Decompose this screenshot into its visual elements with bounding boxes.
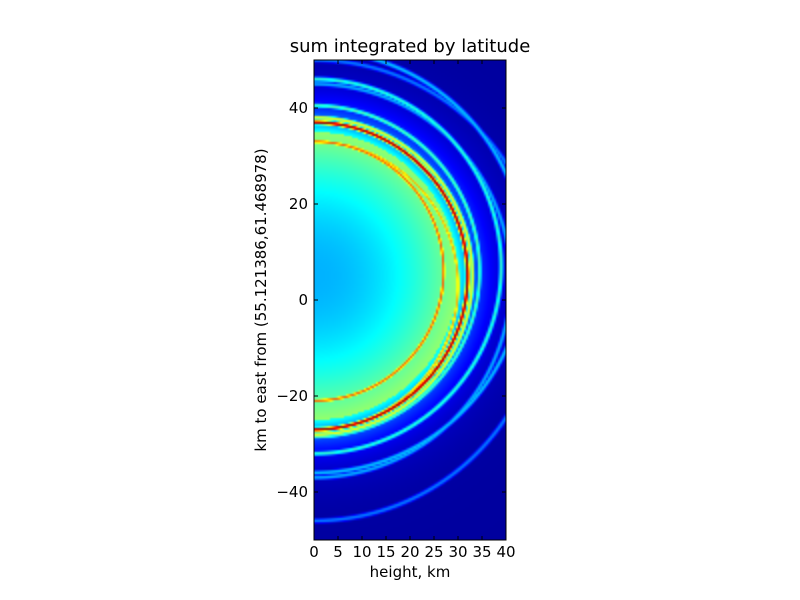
x-tick-label: 15 — [376, 543, 395, 561]
x-tick-label: 25 — [424, 543, 443, 561]
x-tick-label: 30 — [448, 543, 467, 561]
y-tick-label: −40 — [276, 483, 308, 501]
y-tick-label: 0 — [298, 291, 308, 309]
x-axis-label: height, km — [370, 563, 451, 581]
x-tick-label: 10 — [352, 543, 371, 561]
x-tick-label: 20 — [400, 543, 419, 561]
x-tick-label: 0 — [309, 543, 319, 561]
x-tick-label: 5 — [333, 543, 343, 561]
x-tick-label: 40 — [496, 543, 515, 561]
chart-title: sum integrated by latitude — [290, 36, 531, 57]
y-axis-ticks: −40 −20 0 20 40 — [276, 99, 506, 501]
heatmap-image — [314, 60, 506, 540]
y-axis-label: km to east from (55.121386,61.468978) — [252, 148, 270, 451]
x-tick-label: 35 — [472, 543, 491, 561]
y-tick-label: 20 — [289, 195, 308, 213]
y-tick-label: 40 — [289, 99, 308, 117]
x-axis-ticks: 0 5 10 15 20 25 30 35 40 — [309, 60, 516, 561]
y-tick-label: −20 — [276, 387, 308, 405]
